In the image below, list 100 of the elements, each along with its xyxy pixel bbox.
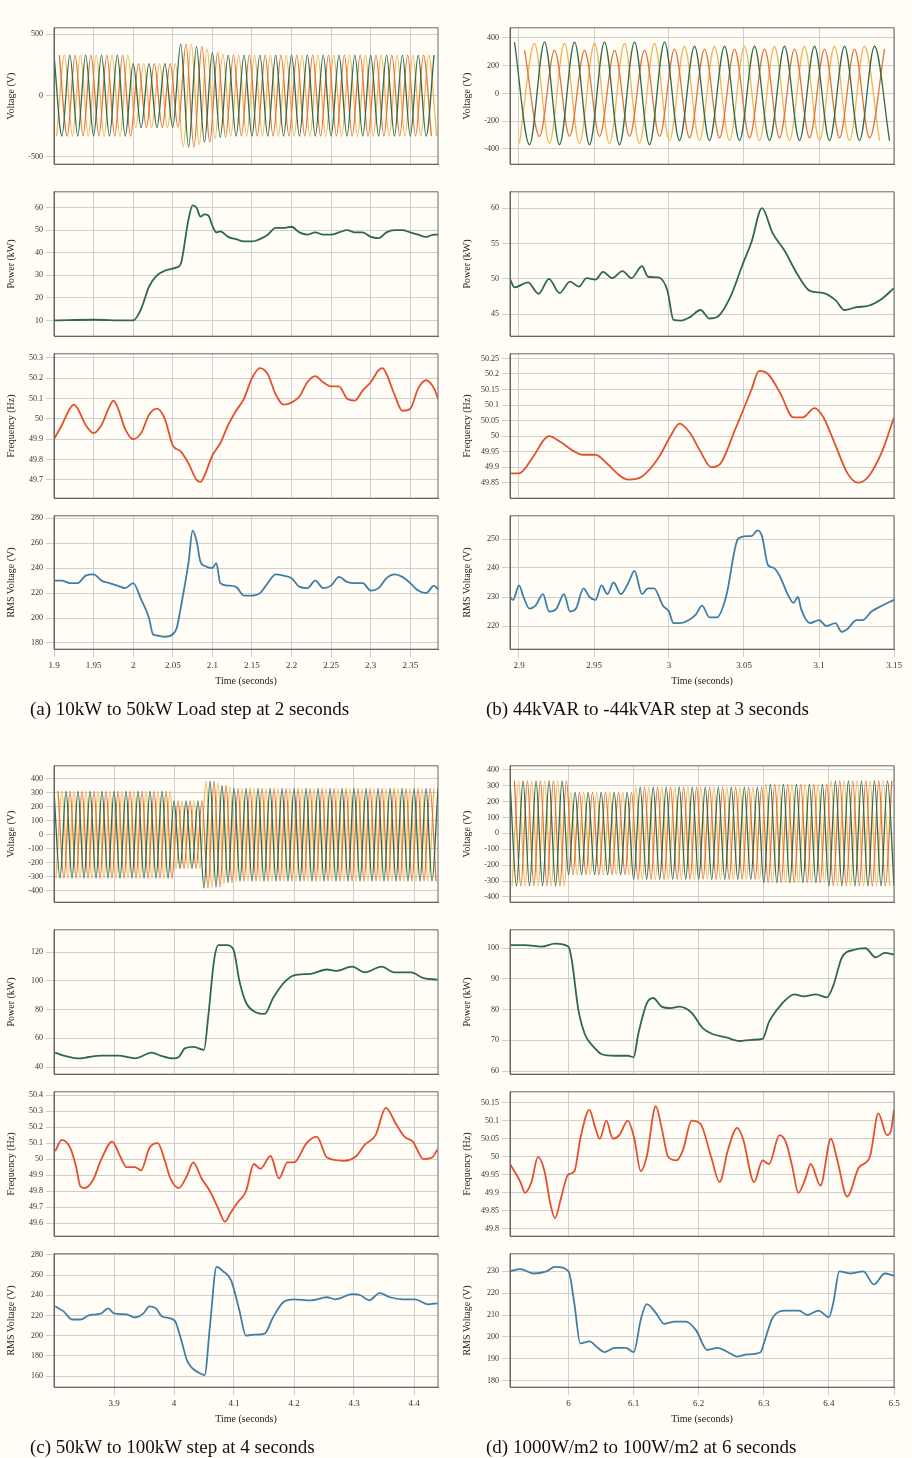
x-tick-label: 4.4 (408, 1397, 421, 1408)
y-tick-label: 260 (31, 538, 43, 548)
y-tick-label: 200 (31, 1330, 43, 1340)
y-tick-label: 100 (31, 976, 43, 986)
y-axis-title: Frequency (Hz) (4, 1132, 17, 1196)
y-tick-label: 49.6 (29, 1218, 43, 1228)
x-tick-label: 3.15 (886, 659, 903, 670)
x-tick-label: 4 (171, 1397, 177, 1408)
x-axis-title: Time (seconds) (671, 674, 733, 687)
y-tick-label: 49.85 (481, 1206, 499, 1216)
x-tick-label: 6.5 (888, 1397, 901, 1408)
y-tick-label: -200 (484, 116, 499, 126)
y-tick-label: 49.85 (481, 477, 499, 487)
y-tick-label: -200 (484, 860, 499, 870)
x-tick-label: 6.3 (758, 1397, 770, 1408)
y-tick-label: 0 (495, 88, 499, 98)
y-tick-label: 100 (487, 812, 499, 822)
y-tick-label: 49.9 (485, 462, 499, 472)
x-tick-label: 2 (130, 659, 136, 670)
y-tick-label: 50.05 (481, 415, 499, 425)
y-axis-title: Voltage (V) (4, 810, 17, 858)
y-tick-label: 240 (31, 1290, 43, 1300)
y-tick-label: 50.15 (481, 384, 499, 394)
x-axis-title: Time (seconds) (215, 1412, 277, 1425)
y-tick-label: 400 (487, 33, 499, 43)
y-tick-label: 200 (31, 613, 43, 623)
x-tick-label: 2.05 (164, 659, 182, 670)
y-tick-label: 49.9 (29, 434, 43, 444)
y-axis-title: RMS Voltage (V) (460, 1285, 473, 1356)
y-tick-label: 190 (487, 1353, 499, 1363)
y-tick-label: 40 (35, 1062, 43, 1072)
y-tick-label: -100 (484, 844, 499, 854)
x-tick-label: 6.2 (693, 1397, 705, 1408)
y-tick-label: 50 (491, 1151, 499, 1161)
y-tick-label: 200 (487, 796, 499, 806)
y-tick-label: 60 (491, 203, 499, 213)
y-axis-title: Frequency (Hz) (460, 1132, 473, 1196)
y-tick-label: 50.2 (29, 1122, 43, 1132)
y-tick-label: 300 (487, 780, 499, 790)
y-tick-label: 20 (35, 292, 43, 302)
x-tick-label: 4.2 (288, 1397, 300, 1408)
y-tick-label: 240 (31, 563, 43, 573)
y-tick-label: 50.2 (29, 373, 43, 383)
y-tick-label: 0 (39, 829, 43, 839)
x-tick-label: 1.9 (48, 659, 61, 670)
x-tick-label: 2.2 (285, 659, 298, 670)
y-tick-label: 300 (31, 787, 43, 797)
y-tick-label: 200 (31, 801, 43, 811)
y-tick-label: -400 (484, 144, 499, 154)
y-tick-label: 200 (487, 60, 499, 70)
y-tick-label: 220 (487, 1288, 499, 1298)
y-tick-label: 55 (491, 238, 499, 248)
y-tick-label: 80 (35, 1004, 43, 1014)
y-tick-label: 50.1 (485, 1115, 499, 1125)
y-axis-title: Power (kW) (4, 239, 17, 289)
y-tick-label: 200 (487, 1332, 499, 1341)
y-tick-label: -400 (28, 886, 43, 896)
y-tick-label: 220 (31, 588, 43, 598)
y-tick-label: 49.95 (481, 1169, 499, 1179)
x-tick-label: 6.1 (628, 1397, 640, 1408)
x-tick-label: 3.9 (108, 1397, 121, 1408)
y-tick-label: 50 (491, 273, 499, 283)
y-tick-label: 50.1 (29, 393, 43, 403)
y-tick-label: 50.1 (29, 1138, 43, 1148)
x-tick-label: 2.35 (402, 659, 419, 670)
x-tick-label: 3 (666, 659, 672, 670)
y-axis-title: RMS Voltage (V) (4, 1285, 17, 1356)
x-tick-label: 2.9 (513, 659, 526, 670)
y-tick-label: 50 (35, 225, 43, 235)
y-tick-label: 50.25 (481, 353, 499, 363)
y-tick-label: 120 (31, 947, 43, 957)
y-tick-label: 60 (35, 202, 43, 212)
y-tick-label: 45 (491, 309, 499, 319)
y-tick-label: 80 (491, 1004, 499, 1014)
y-tick-label: -400 (484, 892, 499, 902)
y-tick-label: 220 (31, 1310, 43, 1320)
y-tick-label: 50 (35, 1154, 43, 1164)
y-tick-label: 90 (491, 974, 499, 984)
y-axis-title: Voltage (V) (460, 810, 473, 858)
y-tick-label: 50.3 (29, 1106, 43, 1116)
y-axis-title: Frequency (Hz) (4, 394, 17, 458)
y-tick-label: 0 (39, 90, 43, 100)
y-tick-label: 250 (487, 534, 499, 544)
y-tick-label: -100 (28, 843, 43, 853)
y-tick-label: -500 (28, 151, 43, 161)
y-axis-title: RMS Voltage (V) (4, 547, 17, 618)
y-tick-label: 49.95 (481, 446, 499, 456)
y-axis-title: Frequency (Hz) (460, 394, 473, 458)
y-tick-label: 100 (487, 943, 499, 953)
y-tick-label: 49.7 (29, 1202, 43, 1212)
x-tick-label: 1.95 (85, 659, 102, 670)
y-axis-title: Voltage (V) (460, 72, 473, 120)
text: (d) 1000W/m2 to 100W/m2 at 6 seconds (485, 1436, 798, 1458)
y-tick-label: 50.05 (481, 1133, 499, 1143)
text: (c) 50kW to 100kW step at 4 seconds (29, 1436, 316, 1458)
y-tick-label: 60 (35, 1033, 43, 1043)
y-tick-label: 210 (487, 1310, 499, 1320)
y-tick-label: 240 (487, 563, 499, 573)
y-tick-label: 49.9 (485, 1187, 499, 1197)
y-tick-label: 400 (31, 773, 43, 783)
